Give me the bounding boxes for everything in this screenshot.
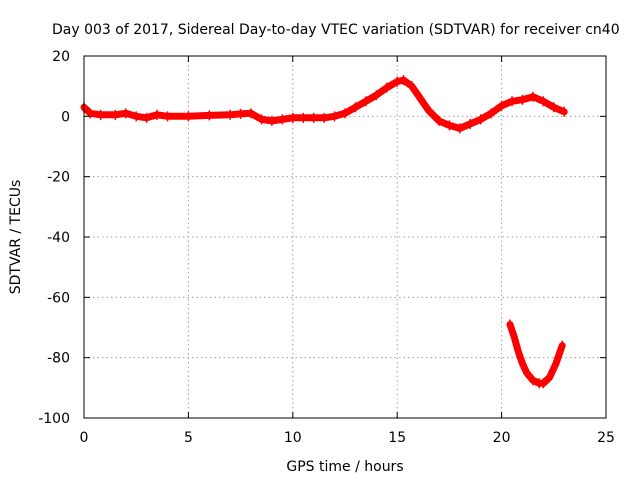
data-point bbox=[498, 100, 505, 111]
data-point bbox=[97, 109, 104, 120]
x-tick-label: 0 bbox=[80, 430, 89, 446]
data-point bbox=[546, 372, 553, 383]
data-point bbox=[258, 114, 265, 125]
chart-title: Day 003 of 2017, Sidereal Day-to-day VTE… bbox=[52, 22, 620, 38]
y-tick-label: 20 bbox=[52, 49, 70, 65]
data-point bbox=[268, 115, 275, 126]
y-tick-label: -40 bbox=[47, 230, 70, 246]
data-point bbox=[143, 112, 150, 123]
x-axis-label: GPS time / hours bbox=[286, 459, 403, 475]
data-point bbox=[529, 375, 536, 386]
data-point bbox=[133, 111, 140, 122]
data-point bbox=[559, 340, 566, 351]
data-point bbox=[310, 112, 317, 123]
y-tick-label: -100 bbox=[38, 411, 70, 427]
data-point bbox=[511, 331, 518, 342]
data-point bbox=[321, 112, 328, 123]
data-point bbox=[352, 102, 359, 113]
x-tick-label: 10 bbox=[284, 430, 302, 446]
data-point bbox=[550, 102, 557, 113]
x-tick-label: 15 bbox=[388, 430, 406, 446]
data-point bbox=[506, 319, 513, 330]
data-point bbox=[383, 82, 390, 93]
x-tick-label: 25 bbox=[597, 430, 615, 446]
data-point bbox=[540, 378, 547, 389]
data-point bbox=[561, 106, 568, 117]
data-point bbox=[519, 94, 526, 105]
data-point bbox=[373, 90, 380, 101]
series-late-arc bbox=[506, 319, 566, 389]
data-point bbox=[425, 105, 432, 116]
data-point bbox=[122, 108, 129, 119]
data-point bbox=[415, 90, 422, 101]
data-point bbox=[552, 358, 559, 369]
data-point bbox=[362, 96, 369, 107]
y-tick-label: -20 bbox=[47, 170, 70, 186]
series-main bbox=[80, 75, 568, 134]
data-series bbox=[80, 75, 568, 389]
y-tick-label: 0 bbox=[61, 109, 70, 125]
data-point bbox=[300, 112, 307, 123]
x-tick-label: 20 bbox=[493, 430, 511, 446]
y-tick-label: -60 bbox=[47, 290, 70, 306]
axis-ticks: 0 5 10 15 20 25 -100 -80 -60 -40 -20 0 20 bbox=[38, 49, 615, 446]
data-point bbox=[87, 108, 94, 119]
data-point bbox=[519, 358, 526, 369]
data-point bbox=[164, 111, 171, 122]
data-point bbox=[248, 108, 255, 119]
x-tick-label: 5 bbox=[184, 430, 193, 446]
data-point bbox=[185, 111, 192, 122]
y-axis-label: SDTVAR / TECUs bbox=[8, 180, 24, 295]
data-point bbox=[529, 91, 536, 102]
y-tick-label: -80 bbox=[47, 351, 70, 367]
data-point bbox=[523, 367, 530, 378]
data-point bbox=[112, 109, 119, 120]
data-point bbox=[540, 96, 547, 107]
data-point bbox=[446, 120, 453, 131]
data-point bbox=[467, 118, 474, 129]
data-point bbox=[488, 108, 495, 119]
data-point bbox=[237, 108, 244, 119]
data-point bbox=[289, 112, 296, 123]
data-point bbox=[477, 114, 484, 125]
data-point bbox=[509, 96, 516, 107]
data-point bbox=[400, 75, 407, 86]
data-point bbox=[206, 110, 213, 121]
data-point bbox=[154, 109, 161, 120]
data-point bbox=[515, 346, 522, 357]
data-point bbox=[456, 123, 463, 134]
data-point bbox=[331, 111, 338, 122]
data-point bbox=[227, 109, 234, 120]
data-point bbox=[435, 115, 442, 126]
data-point bbox=[408, 81, 415, 92]
data-point bbox=[342, 108, 348, 119]
data-point bbox=[394, 76, 401, 87]
data-point bbox=[279, 114, 286, 125]
